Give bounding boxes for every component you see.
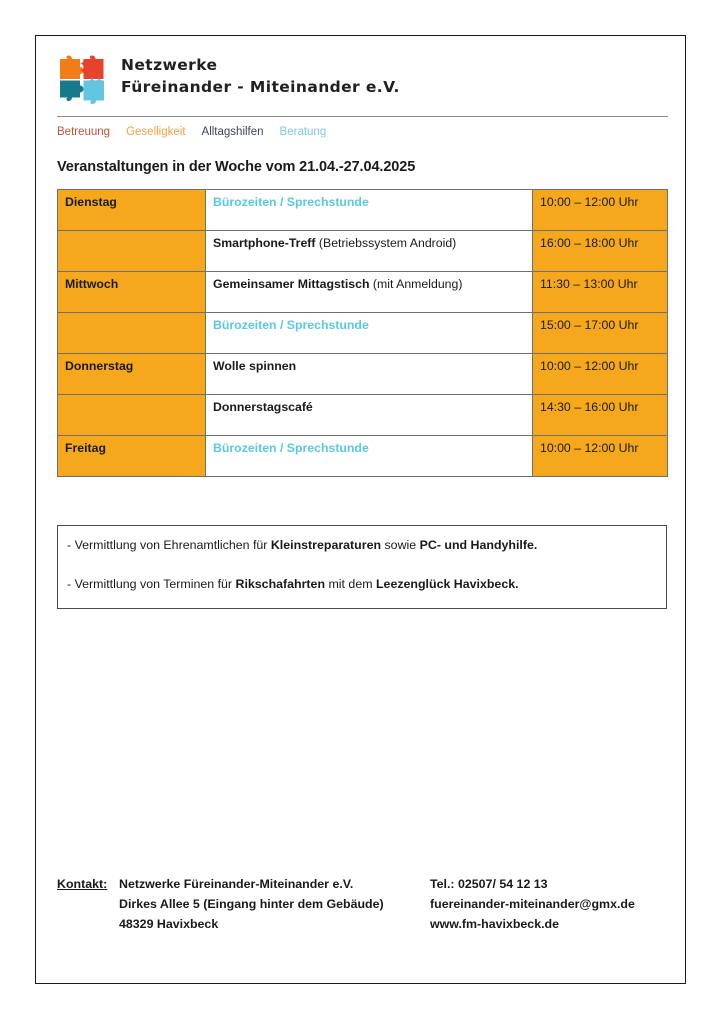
contact-address-line-3: 48329 Havixbeck <box>119 917 219 931</box>
event-title: Gemeinsamer Mittagstisch <box>213 277 370 291</box>
organization-name: Netzwerke Füreinander - Miteinander e.V. <box>121 55 400 99</box>
contact-website[interactable]: www.fm-havixbeck.de <box>430 917 559 931</box>
nav-item-betreuung[interactable]: Betreuung <box>57 126 111 138</box>
org-name-line-1: Netzwerke <box>121 56 218 74</box>
contact-address-column: Netzwerke Füreinander-Miteinander e.V. D… <box>119 874 384 934</box>
contact-address-line-1: Netzwerke Füreinander-Miteinander e.V. <box>119 877 354 891</box>
note-2-bold-a: Rikschafahrten <box>235 577 326 591</box>
cell-event: Bürozeiten / Sprechstunde <box>205 312 533 354</box>
note-2-text-a: - Vermittlung von Terminen für <box>67 577 236 591</box>
cell-time: 11:30 – 13:00 Uhr <box>532 271 668 313</box>
table-row: Dienstag Bürozeiten / Sprechstunde 10:00… <box>57 189 668 231</box>
note-line-2: - Vermittlung von Terminen für Rikschafa… <box>67 576 656 592</box>
event-title: Wolle spinnen <box>213 359 297 373</box>
table-row: Donnerstagscafé 14:30 – 16:00 Uhr <box>57 394 668 436</box>
event-detail: (mit Anmeldung) <box>369 277 463 291</box>
cell-time: 14:30 – 16:00 Uhr <box>532 394 668 436</box>
note-2-bold-b: Leezenglück Havixbeck. <box>375 577 519 591</box>
contact-address-line-2: Dirkes Allee 5 (Eingang hinter dem Gebäu… <box>119 897 384 911</box>
contact-phone: Tel.: 02507/ 54 12 13 <box>430 877 548 891</box>
note-line-1: - Vermittlung von Ehrenamtlichen für Kle… <box>67 537 656 553</box>
schedule-table: Dienstag Bürozeiten / Sprechstunde 10:00… <box>57 189 668 477</box>
nav-item-alltagshilfen[interactable]: Alltagshilfen <box>201 126 264 138</box>
puzzle-four-pieces-icon <box>57 54 107 104</box>
contact-label: Kontakt: <box>57 877 108 891</box>
service-nav: Betreuung Geselligkeit Alltagshilfen Beratu… <box>57 122 668 140</box>
table-row: Freitag Bürozeiten / Sprechstunde 10:00 … <box>57 435 668 477</box>
event-detail: (Betriebssystem Android) <box>315 236 457 250</box>
table-row: Donnerstag Wolle spinnen 10:00 – 12:00 U… <box>57 353 668 395</box>
cell-time: 10:00 – 12:00 Uhr <box>532 353 668 395</box>
cell-day: Mittwoch <box>57 271 206 313</box>
header-divider <box>57 116 668 117</box>
note-1-bold-a: Kleinstreparaturen <box>270 538 382 552</box>
event-title: Donnerstagscafé <box>213 400 313 414</box>
cell-day <box>57 312 206 354</box>
cell-event: Wolle spinnen <box>205 353 533 395</box>
note-1-text-b: sowie <box>381 538 420 552</box>
table-row: Bürozeiten / Sprechstunde 15:00 – 17:00 … <box>57 312 668 354</box>
page-title: Veranstaltungen in der Woche vom 21.04.-… <box>57 159 416 175</box>
cell-time: 16:00 – 18:00 Uhr <box>532 230 668 272</box>
event-title: Smartphone-Treff <box>213 236 316 250</box>
contact-details-column: Tel.: 02507/ 54 12 13 fuereinander-mitei… <box>430 874 635 934</box>
document-page: Netzwerke Füreinander - Miteinander e.V.… <box>35 35 686 984</box>
cell-event: Bürozeiten / Sprechstunde <box>205 189 533 231</box>
cell-time: 10:00 – 12:00 Uhr <box>532 435 668 477</box>
note-1-bold-b: PC- und Handyhilfe. <box>419 538 538 552</box>
table-row: Mittwoch Gemeinsamer Mittagstisch (mit A… <box>57 271 668 313</box>
table-row: Smartphone-Treff (Betriebssystem Android… <box>57 230 668 272</box>
note-1-text-a: - Vermittlung von Ehrenamtlichen für <box>67 538 271 552</box>
cell-day <box>57 394 206 436</box>
cell-day: Freitag <box>57 435 206 477</box>
contact-email[interactable]: fuereinander-miteinander@gmx.de <box>430 897 635 911</box>
cell-day: Donnerstag <box>57 353 206 395</box>
nav-item-beratung[interactable]: Beratung <box>279 126 327 138</box>
document-header: Netzwerke Füreinander - Miteinander e.V. <box>57 54 668 116</box>
cell-day <box>57 230 206 272</box>
event-title: Bürozeiten / Sprechstunde <box>213 318 369 332</box>
cell-event: Bürozeiten / Sprechstunde <box>205 435 533 477</box>
org-name-line-2: Füreinander - Miteinander e.V. <box>121 78 400 96</box>
event-title: Bürozeiten / Sprechstunde <box>213 195 369 209</box>
nav-item-geselligkeit[interactable]: Geselligkeit <box>126 126 186 138</box>
cell-time: 10:00 – 12:00 Uhr <box>532 189 668 231</box>
cell-event: Donnerstagscafé <box>205 394 533 436</box>
cell-event: Gemeinsamer Mittagstisch (mit Anmeldung) <box>205 271 533 313</box>
cell-day: Dienstag <box>57 189 206 231</box>
schedule-table-body: Dienstag Bürozeiten / Sprechstunde 10:00… <box>57 189 668 477</box>
cell-time: 15:00 – 17:00 Uhr <box>532 312 668 354</box>
cell-event: Smartphone-Treff (Betriebssystem Android… <box>205 230 533 272</box>
note-2-text-b: mit dem <box>325 577 376 591</box>
services-notes-box: - Vermittlung von Ehrenamtlichen für Kle… <box>57 525 667 609</box>
event-title: Bürozeiten / Sprechstunde <box>213 441 369 455</box>
